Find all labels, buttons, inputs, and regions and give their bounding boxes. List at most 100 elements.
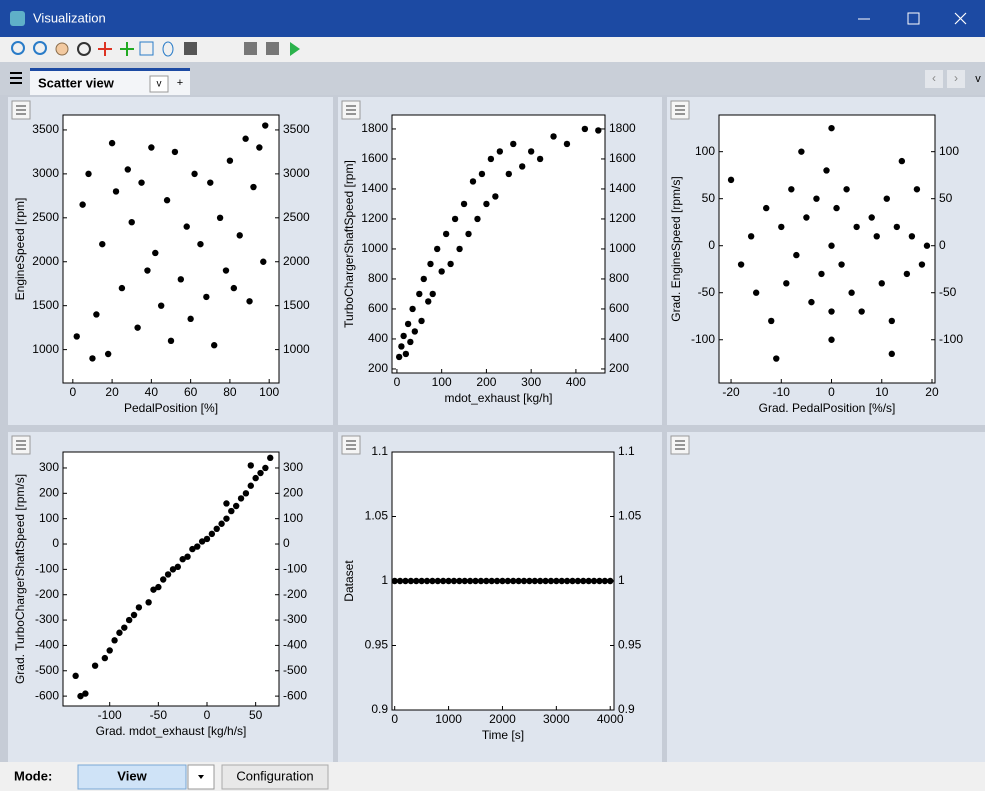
point — [93, 311, 100, 318]
point — [247, 482, 254, 489]
y-tick-label: 100 — [695, 144, 715, 158]
mode-value: View — [117, 768, 147, 783]
point — [429, 290, 436, 298]
point — [472, 577, 479, 585]
point — [203, 293, 210, 301]
rotate[interactable] — [77, 42, 91, 56]
y2-tick-label: -500 — [283, 663, 307, 677]
x-axis-label: Time [s] — [482, 728, 524, 742]
point — [478, 170, 486, 178]
point — [433, 245, 441, 253]
y-tick-label: 0.95 — [365, 638, 389, 652]
y-tick-label: 1.05 — [365, 509, 389, 523]
point — [542, 577, 549, 585]
point — [420, 275, 427, 283]
x-tick-label: 0 — [204, 708, 211, 722]
y2-tick-label: 400 — [609, 331, 629, 345]
y2-tick-label: 2000 — [283, 254, 310, 268]
nav-prev[interactable] — [925, 70, 943, 88]
export[interactable] — [244, 42, 257, 55]
x-tick-label: 4000 — [597, 712, 624, 726]
zoom-out[interactable] — [33, 41, 47, 55]
tab-accent — [30, 68, 190, 71]
point — [783, 280, 790, 287]
point — [569, 577, 576, 585]
point — [157, 302, 165, 309]
copy[interactable] — [266, 42, 279, 55]
point — [179, 556, 186, 563]
y2-tick-label: 1600 — [609, 151, 636, 165]
hide[interactable] — [184, 42, 197, 55]
x-tick-label: 60 — [184, 385, 198, 399]
point — [246, 298, 253, 305]
point — [908, 233, 916, 240]
point — [398, 343, 405, 350]
zoom-in[interactable] — [11, 41, 25, 55]
cursor-x[interactable] — [120, 42, 134, 56]
point — [425, 298, 432, 305]
point — [903, 270, 911, 278]
cursor-y[interactable] — [98, 42, 112, 56]
point — [184, 553, 191, 560]
y-tick-label: 300 — [39, 460, 59, 474]
point — [515, 577, 522, 585]
y-tick-label: 0.9 — [371, 702, 388, 716]
point — [434, 577, 442, 585]
tab-menu-icon[interactable] — [10, 72, 22, 84]
box-select[interactable] — [139, 41, 154, 56]
pan[interactable] — [55, 42, 69, 56]
point — [402, 350, 410, 358]
point — [477, 577, 485, 585]
maximize[interactable] — [907, 12, 920, 25]
point — [411, 328, 419, 335]
mode-select[interactable] — [77, 764, 187, 790]
point — [79, 201, 86, 208]
y-tick-label: 1.1 — [371, 444, 388, 458]
config-button[interactable] — [221, 764, 329, 790]
point — [752, 289, 760, 296]
point — [531, 577, 538, 585]
point — [893, 223, 901, 231]
y2-tick-label: 300 — [283, 460, 303, 474]
point — [768, 317, 775, 325]
point — [189, 545, 196, 553]
tab-dropdown[interactable] — [149, 75, 169, 93]
y-tick-label: -600 — [35, 688, 59, 702]
point — [601, 577, 609, 585]
close[interactable] — [954, 12, 967, 25]
play[interactable] — [290, 42, 300, 56]
y-axis-label: Grad. TurboChargerShaftSpeed [rpm/s] — [13, 474, 27, 684]
point — [197, 240, 204, 248]
point — [164, 571, 172, 578]
point — [396, 577, 404, 585]
point — [125, 616, 133, 624]
y2-tick-label: 0.9 — [618, 702, 635, 716]
point — [493, 577, 501, 585]
point — [913, 186, 921, 193]
y-tick-label: 2500 — [32, 210, 59, 224]
point — [250, 183, 257, 191]
nav-next-label: › — [954, 71, 958, 85]
point — [242, 135, 249, 142]
lasso[interactable] — [162, 41, 174, 57]
point — [496, 148, 504, 155]
point — [183, 223, 190, 230]
point — [607, 577, 614, 585]
point — [237, 495, 245, 502]
point — [798, 148, 805, 155]
y2-tick-label: 0 — [939, 238, 946, 252]
y-tick-label: 1800 — [361, 121, 388, 135]
nav-menu-label[interactable]: v — [975, 73, 981, 85]
point — [510, 577, 517, 585]
y-tick-label: 800 — [368, 271, 388, 285]
y2-tick-label: 3000 — [283, 166, 310, 180]
y-tick-label: -50 — [698, 285, 716, 299]
point — [590, 577, 598, 585]
tab-add[interactable]: + — [177, 77, 183, 89]
nav-next[interactable] — [947, 70, 965, 88]
point — [763, 204, 770, 212]
x-tick-label: 3000 — [543, 712, 570, 726]
point — [451, 215, 459, 223]
point — [124, 166, 131, 173]
